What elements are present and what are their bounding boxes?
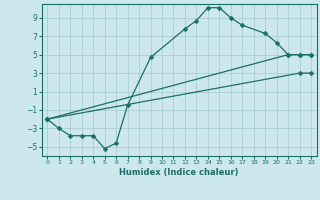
X-axis label: Humidex (Indice chaleur): Humidex (Indice chaleur)	[119, 168, 239, 177]
